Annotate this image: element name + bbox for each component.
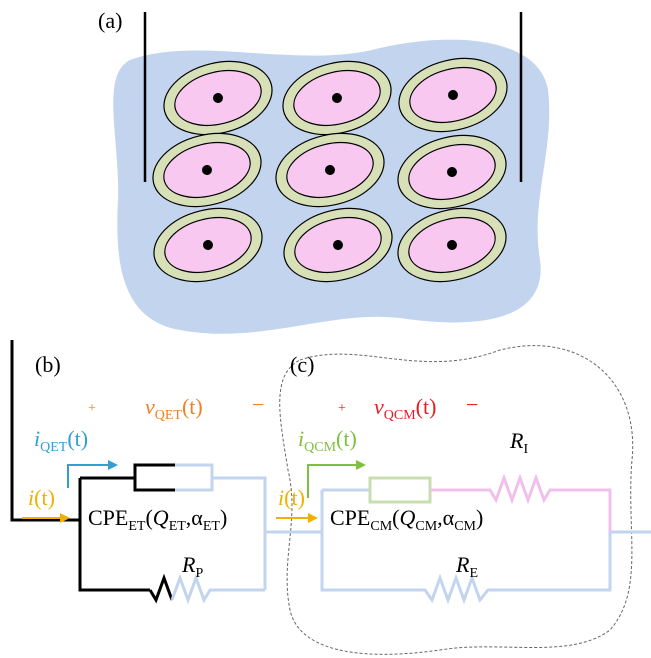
cpe-label: CPEET(QET,αET)	[88, 505, 227, 534]
text-part: CM	[454, 519, 476, 534]
text-part: R	[509, 428, 524, 453]
current-label: i(t)	[278, 485, 305, 510]
text-part: )	[476, 505, 483, 530]
plus-sign: +	[88, 401, 96, 416]
text-part: (t)	[34, 485, 55, 510]
minus-sign: −	[466, 392, 478, 417]
boundary	[280, 346, 633, 655]
text-part: P	[195, 566, 203, 581]
text-part: CM	[370, 519, 392, 534]
text-part: (t)	[182, 394, 203, 419]
text-part: ,α	[437, 505, 455, 530]
text-part: QCM	[384, 408, 416, 423]
cpe-label: CPECM(QCM,αCM)	[330, 505, 483, 534]
current-label: i(t)	[28, 485, 55, 510]
current-label: iQCM(t)	[298, 426, 357, 455]
panel-label: (b)	[35, 352, 61, 377]
text-part: QCM	[304, 440, 336, 455]
text-part: (t)	[284, 485, 305, 510]
voltage-label: vQET(t)	[145, 394, 203, 423]
resistor-label: RI	[509, 428, 528, 457]
text-part: ET	[169, 519, 187, 534]
circuit-c	[322, 478, 651, 600]
resistor-label: RP	[181, 552, 203, 581]
text-part: ,α	[186, 505, 204, 530]
panel-label: (c)	[290, 352, 314, 377]
text-part: R	[181, 552, 196, 577]
text-part: QET	[40, 440, 68, 455]
voltage-label: vQCM(t)	[374, 394, 436, 423]
text-part: v	[374, 394, 384, 419]
text-part: R	[455, 552, 470, 577]
minus-sign: −	[252, 392, 264, 417]
text-part: (	[392, 505, 399, 530]
text-part: E	[469, 566, 478, 581]
diagram: (a) (b) (c) + vQET(t) − + vQCM(t) − iQET…	[0, 0, 651, 658]
text-part: (t)	[67, 426, 88, 451]
text-part: Q	[153, 505, 169, 530]
text-part: ET	[128, 519, 146, 534]
text-part: (	[145, 505, 152, 530]
text-part: I	[523, 442, 528, 457]
text-part: Q	[399, 505, 415, 530]
text-part: v	[145, 394, 155, 419]
text-part: CPE	[330, 505, 370, 530]
text-part: CM	[415, 519, 437, 534]
cells	[145, 48, 515, 293]
text-part: (t)	[416, 394, 437, 419]
current-label: iQET(t)	[34, 426, 88, 455]
resistor-label: RE	[455, 552, 478, 581]
text-part: CPE	[88, 505, 128, 530]
text-part: ET	[203, 519, 221, 534]
text-part: )	[220, 505, 227, 530]
circuit-b	[12, 340, 322, 600]
plus-sign: +	[338, 401, 346, 416]
text-part: QET	[155, 408, 183, 423]
panel-label: (a)	[98, 8, 122, 33]
text-part: (t)	[336, 426, 357, 451]
